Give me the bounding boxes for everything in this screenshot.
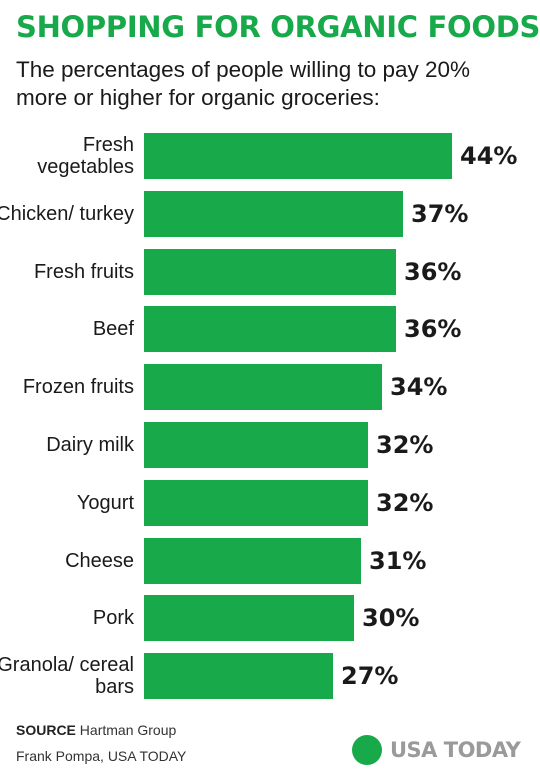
value-label: 32%: [376, 431, 434, 459]
bar: [144, 190, 403, 237]
category-label: Granola/ cereal bars: [0, 654, 134, 699]
bar: [144, 133, 452, 179]
credit-line: Frank Pompa, USA TODAY: [16, 748, 187, 764]
bar-chart: Fresh vegetables 44% Chicken/ turkey 37% Fre…: [0, 120, 540, 710]
bar-row: Beef 36%: [0, 306, 540, 353]
bar-row: Dairy milk 32%: [0, 422, 540, 468]
bar: [144, 364, 382, 411]
value-label: 27%: [341, 662, 399, 691]
category-label: Beef: [92, 318, 134, 341]
value-label: 36%: [404, 257, 462, 286]
bar: [144, 595, 354, 642]
value-label: 32%: [376, 488, 434, 517]
bar: [144, 537, 361, 584]
bar-row: Fresh fruits 36%: [0, 248, 540, 295]
value-label: 30%: [362, 604, 420, 633]
bar: [144, 422, 368, 468]
category-label: Frozen fruits: [22, 376, 134, 399]
category-label: Fresh fruits: [33, 260, 134, 283]
category-label: Dairy milk: [46, 434, 134, 456]
category-label: Fresh vegetables: [37, 134, 134, 178]
bar: [144, 479, 368, 526]
chart-subtitle: The percentages of people willing to pay…: [16, 57, 471, 110]
logo-text: USA TODAY: [390, 738, 521, 762]
category-label: Cheese: [65, 549, 134, 572]
bar: [144, 248, 396, 295]
source-text: Hartman Group: [79, 722, 177, 738]
value-label: 37%: [411, 199, 469, 228]
value-label: 34%: [390, 373, 448, 402]
value-label: 44%: [460, 142, 518, 170]
bar-row: Cheese 31%: [0, 537, 540, 584]
value-label: 36%: [404, 315, 462, 344]
chart-title: SHOPPING FOR ORGANIC FOODS: [16, 10, 540, 44]
bar-row: Granola/ cereal bars 27%: [0, 653, 540, 700]
source-label: SOURCE: [16, 722, 76, 738]
bar: [144, 653, 333, 700]
category-label: Pork: [92, 607, 134, 630]
bar-row: Pork 30%: [0, 595, 540, 642]
category-label: Chicken/ turkey: [0, 202, 134, 225]
usa-today-logo: USA TODAY: [352, 735, 521, 765]
value-label: 31%: [369, 546, 427, 575]
bar-row: Yogurt 32%: [0, 479, 540, 526]
source-line: SOURCE Hartman Group: [16, 722, 176, 738]
bar-row: Frozen fruits 34%: [0, 364, 540, 411]
bar: [144, 306, 396, 353]
logo-dot-icon: [352, 735, 382, 765]
bar-row: Fresh vegetables 44%: [0, 133, 540, 179]
bar-row: Chicken/ turkey 37%: [0, 190, 540, 237]
category-label: Yogurt: [76, 491, 134, 514]
